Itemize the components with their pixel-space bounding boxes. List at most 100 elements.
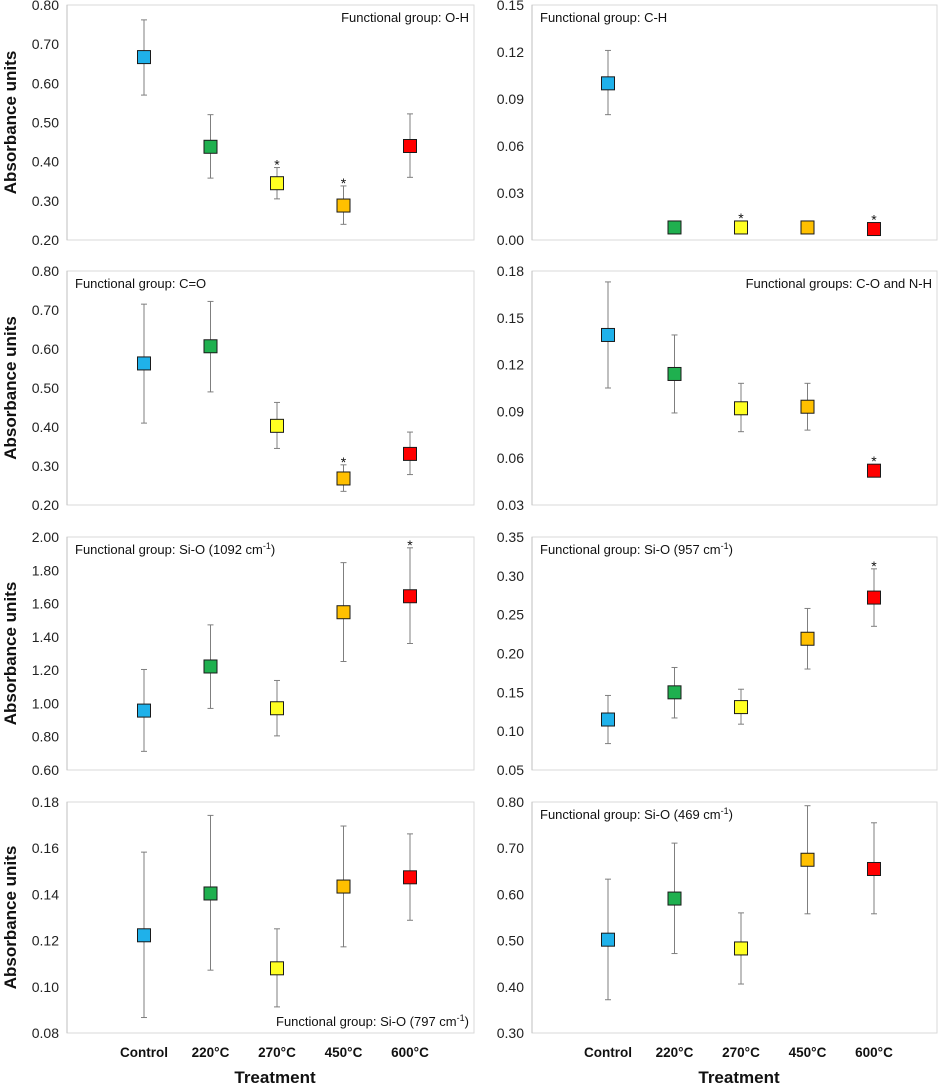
- x-category-label: 600°C: [391, 1045, 429, 1060]
- data-point-270c: [270, 418, 284, 433]
- plot-frame: [66, 4, 475, 241]
- y-tick-label: 0.12: [497, 44, 524, 60]
- data-point-270c: [270, 701, 284, 716]
- y-tick-label: 0.03: [497, 497, 524, 513]
- significance-star: *: [407, 537, 413, 553]
- data-point-450c: [800, 852, 815, 867]
- data-point-control: [601, 932, 615, 947]
- data-point-450c: [336, 471, 351, 486]
- significance-star: *: [871, 212, 877, 228]
- functional-group-annotation: Functional group: Si-O (469 cm-1): [540, 806, 733, 822]
- data-point-270c: [734, 401, 748, 416]
- y-tick-label: 0.08: [32, 1025, 59, 1041]
- functional-group-annotation: Functional group: Si-O (1092 cm-1): [75, 541, 275, 557]
- y-tick-label: 0.20: [32, 232, 59, 248]
- y-tick-label: 0.40: [32, 419, 59, 435]
- data-point-220c: [667, 891, 682, 906]
- y-tick-label: 0.70: [32, 36, 59, 52]
- data-point-220c: [203, 886, 218, 901]
- y-tick-label: 0.00: [497, 232, 524, 248]
- data-point-270c: [734, 941, 748, 956]
- y-axis-label: Absorbance units: [1, 51, 20, 195]
- x-axis-label-right: Treatment: [698, 1068, 780, 1087]
- data-point-600c: [403, 589, 417, 604]
- x-category-label: 270°C: [258, 1045, 296, 1060]
- data-point-450c: [336, 605, 351, 620]
- y-tick-label: 0.50: [32, 380, 59, 396]
- plot-frame: [66, 801, 475, 1034]
- x-category-label: Control: [120, 1045, 168, 1060]
- significance-star: *: [274, 157, 280, 173]
- chart-panel-5: 0.60 0.80 1.00 1.20 1.40 1.60 1.80 2.00 Absorban…: [1, 529, 475, 778]
- x-category-label: 270°C: [722, 1045, 760, 1060]
- plot-frame: [66, 536, 475, 771]
- y-tick-label: 2.00: [32, 529, 59, 545]
- y-tick-label: 0.18: [497, 263, 524, 279]
- data-point-control: [601, 712, 615, 727]
- y-tick-label: 0.15: [497, 684, 524, 700]
- chart-panel-6: 0.05 0.10 0.15 0.20 0.25 0.30 0.35 Functional g…: [497, 529, 938, 778]
- data-point-270c: [270, 176, 284, 191]
- y-tick-label: 0.80: [32, 263, 59, 279]
- y-tick-label: 0.70: [497, 840, 524, 856]
- chart-panel-4: 0.03 0.06 0.09 0.12 0.15 0.18 Functional group…: [497, 263, 938, 513]
- y-tick-label: 0.06: [497, 450, 524, 466]
- y-tick-label: 0.35: [497, 529, 524, 545]
- y-tick-label: 0.16: [32, 840, 59, 856]
- functional-group-annotation: Functional group: Si-O (957 cm-1): [540, 541, 733, 557]
- data-point-control: [137, 928, 151, 943]
- y-tick-label: 0.30: [497, 1025, 524, 1041]
- data-point-600c: [403, 139, 417, 153]
- functional-group-annotation: Functional groups: C-O and N-H: [746, 276, 932, 291]
- plot-frame: [531, 4, 938, 241]
- data-point-control: [601, 327, 615, 342]
- y-axis-label: Absorbance units: [1, 846, 20, 990]
- data-point-220c: [667, 366, 682, 381]
- y-tick-label: 0.60: [32, 762, 59, 778]
- data-point-450c: [336, 879, 351, 894]
- x-category-label: 450°C: [789, 1045, 827, 1060]
- functional-group-annotation: Functional group: O-H: [341, 10, 469, 25]
- y-tick-label: 0.14: [32, 886, 59, 902]
- significance-star: *: [341, 454, 347, 470]
- data-point-450c: [800, 399, 815, 414]
- x-category-label: 600°C: [855, 1045, 893, 1060]
- x-axis-label-left: Treatment: [234, 1068, 316, 1087]
- y-tick-label: 0.40: [497, 979, 524, 995]
- plot-frame: [66, 270, 475, 506]
- y-tick-label: 0.80: [32, 729, 59, 745]
- y-tick-label: 0.80: [497, 794, 524, 810]
- y-tick-label: 0.30: [497, 568, 524, 584]
- y-tick-label: 1.60: [32, 596, 59, 612]
- data-point-220c: [203, 139, 218, 154]
- data-point-450c: [800, 631, 815, 646]
- y-tick-label: 0.70: [32, 302, 59, 318]
- data-point-600c: [867, 590, 881, 605]
- data-point-600c: [867, 463, 881, 478]
- functional-group-annotation: Functional group: C=O: [75, 276, 206, 291]
- data-point-control: [137, 50, 151, 65]
- x-category-label: 220°C: [192, 1045, 230, 1060]
- y-tick-label: 0.03: [497, 185, 524, 201]
- y-tick-label: 0.60: [32, 341, 59, 357]
- y-tick-label: 0.30: [32, 458, 59, 474]
- y-tick-label: 1.80: [32, 562, 59, 578]
- significance-star: *: [738, 210, 744, 226]
- y-tick-label: 0.60: [497, 886, 524, 902]
- data-point-270c: [734, 700, 748, 715]
- chart-panel-3: 0.20 0.30 0.40 0.50 0.60 0.70 0.80 Absorbance u…: [1, 263, 475, 513]
- data-point-600c: [403, 870, 417, 885]
- y-axis-label: Absorbance units: [1, 582, 20, 726]
- y-tick-label: 1.00: [32, 695, 59, 711]
- y-tick-label: 0.30: [32, 193, 59, 209]
- functional-group-annotation: Functional group: C-H: [540, 10, 667, 25]
- data-point-600c: [867, 222, 881, 237]
- y-tick-label: 0.15: [497, 310, 524, 326]
- x-category-label: 450°C: [325, 1045, 363, 1060]
- data-point-600c: [403, 446, 417, 461]
- y-tick-label: 0.10: [497, 723, 524, 739]
- data-point-220c: [203, 339, 218, 354]
- chart-panel-1: 0.20 0.30 0.40 0.50 0.60 0.70 0.80 Absorbance u…: [1, 0, 475, 248]
- data-point-270c: [270, 961, 284, 976]
